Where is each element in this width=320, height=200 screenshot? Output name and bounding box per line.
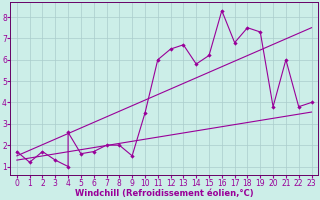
X-axis label: Windchill (Refroidissement éolien,°C): Windchill (Refroidissement éolien,°C): [75, 189, 253, 198]
